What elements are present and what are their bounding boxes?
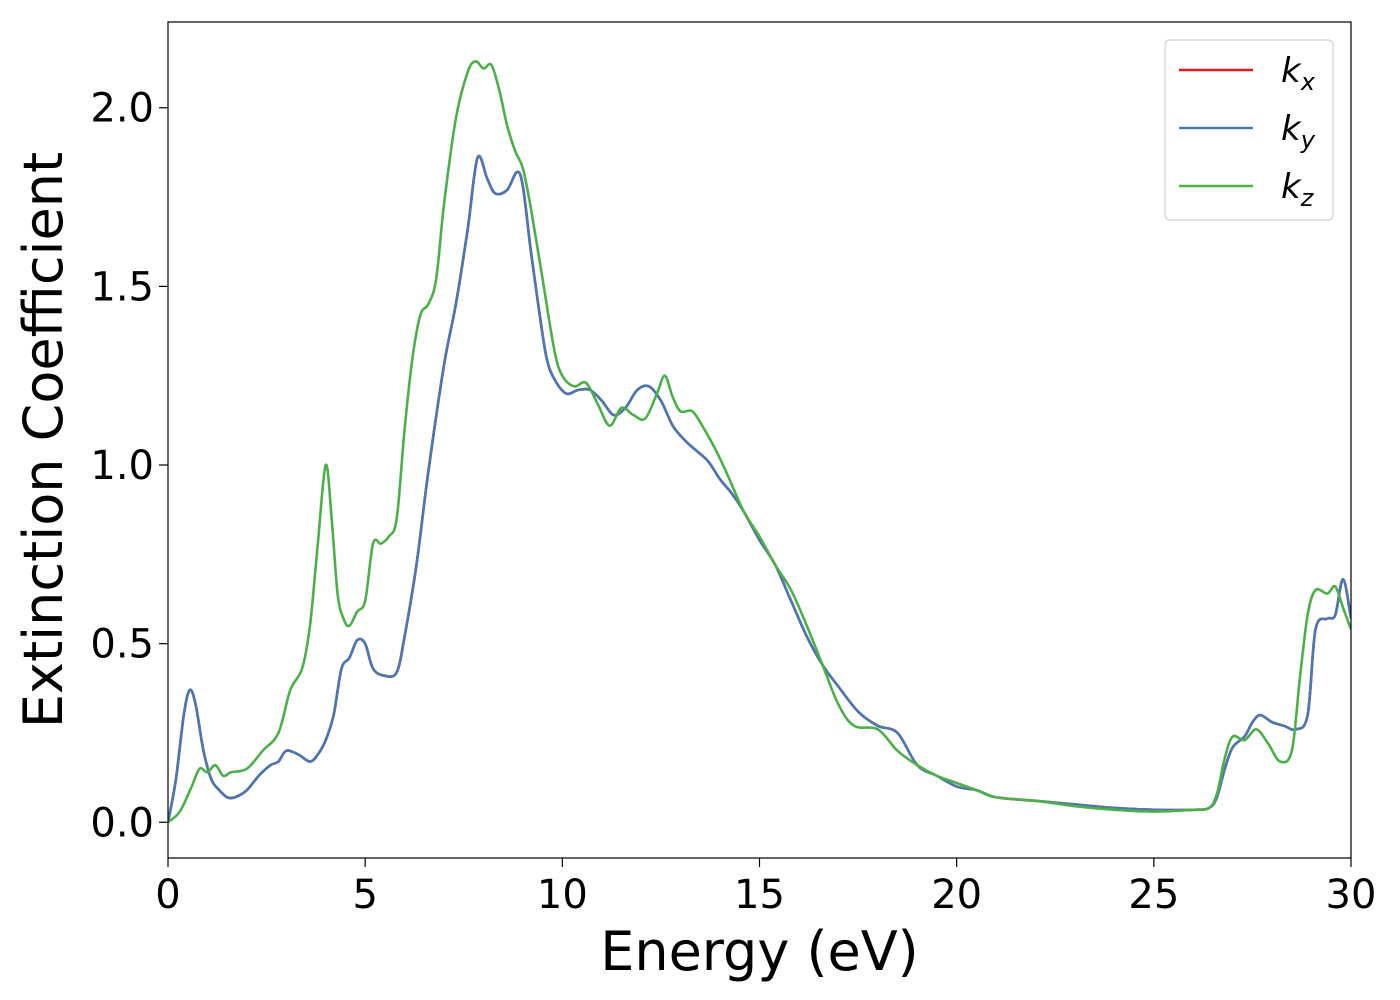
series-line-y: [168, 154, 1351, 823]
y-axis: 0.0 0.5 1.0 1.5 2.0: [90, 86, 168, 846]
x-axis-label: Energy (eV): [600, 920, 919, 983]
legend-label-z: kz: [1281, 167, 1315, 212]
series-layer: [168, 60, 1351, 824]
y-tick-label: 1.0: [90, 443, 154, 489]
y-tick-label: 0.5: [90, 622, 154, 668]
x-tick-label: 20: [931, 872, 982, 918]
legend-label-x: kx: [1281, 51, 1316, 96]
y-tick-label: 1.5: [90, 264, 154, 310]
legend-label-y: ky: [1281, 109, 1316, 154]
legend: kx ky kz: [1164, 39, 1334, 221]
series-line-x: [168, 154, 1351, 823]
series-line-z: [168, 60, 1351, 824]
x-tick-label: 10: [537, 872, 588, 918]
x-tick-label: 0: [155, 872, 180, 918]
legend-box: [1164, 39, 1334, 221]
x-tick-label: 25: [1128, 872, 1179, 918]
x-tick-label: 15: [734, 872, 785, 918]
x-tick-label: 30: [1326, 872, 1377, 918]
x-tick-label: 5: [352, 872, 377, 918]
y-axis-label: Extinction Coefficient: [12, 152, 75, 728]
y-tick-label: 2.0: [90, 86, 154, 132]
x-axis: 0 5 10 15 20 25 30: [155, 858, 1376, 918]
y-tick-label: 0.0: [90, 800, 154, 846]
